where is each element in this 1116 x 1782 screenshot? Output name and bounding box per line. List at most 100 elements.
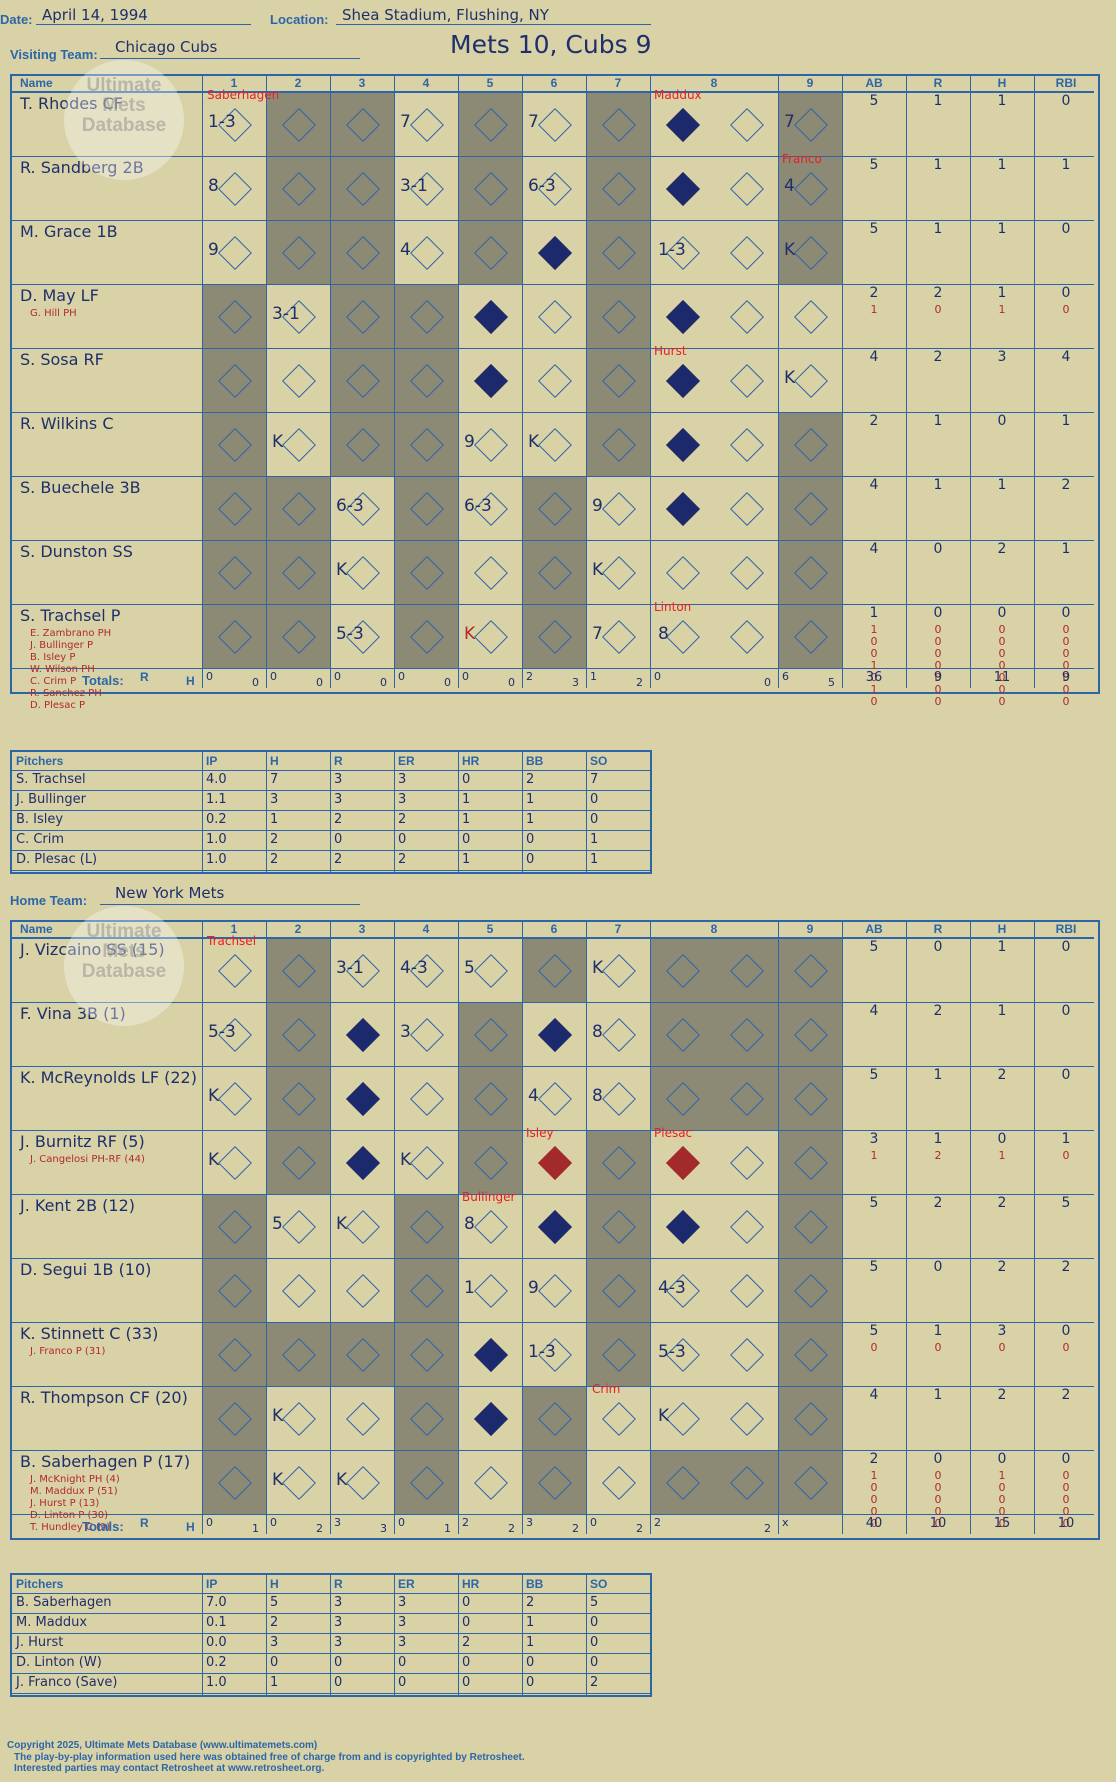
substitute-stat: 0 (870, 671, 878, 684)
inning-hits: 1 (252, 1522, 259, 1535)
home-team-label: Home Team: (10, 893, 88, 908)
substitute-stat: 0 (998, 1505, 1006, 1518)
batter-name: S. Dunston SS (20, 542, 133, 561)
play-notation: K (528, 432, 540, 452)
shaded-cell (330, 284, 394, 348)
batter-stat: 0 (1061, 605, 1071, 621)
inning-hits: 0 (444, 676, 451, 689)
inning-hits: 2 (764, 1522, 771, 1535)
stat-header-ab: AB (865, 922, 883, 936)
base-diamond (538, 236, 572, 270)
inning-runs: 0 (590, 1516, 597, 1529)
shaded-cell (458, 220, 522, 284)
batter-name: S. Trachsel P (20, 606, 121, 625)
substitute-stat: 0 (1062, 1469, 1070, 1482)
pitcher-name: C. Crim (16, 832, 65, 847)
batter-stat: 5 (869, 1195, 879, 1211)
inning-runs: 1 (590, 670, 597, 683)
shaded-cell (266, 1002, 330, 1066)
substitute-stat: 0 (1062, 1505, 1070, 1518)
base-diamond (730, 236, 764, 270)
copyright-line: Copyright 2025, Ultimate Mets Database (… (7, 1740, 318, 1751)
pitch-row-line (12, 1633, 650, 1634)
pitching-header-so: SO (590, 754, 608, 768)
batter-stat: 3 (869, 1131, 879, 1147)
substitute-stat: 0 (870, 695, 878, 708)
pitcher-stat: 0 (334, 1675, 343, 1690)
grid-col-line (778, 76, 779, 688)
pitcher-stat: 1.0 (206, 832, 227, 847)
pitch-col-line (330, 1575, 331, 1695)
batter-stat: 0 (1061, 285, 1071, 301)
pitcher-stat: 7 (590, 772, 599, 787)
grid-col-line (266, 922, 267, 1534)
inning-4-header: 4 (422, 76, 430, 90)
batter-stat: 1 (997, 939, 1007, 955)
substitute-name: G. Hill PH (30, 308, 77, 319)
pitcher-stat: 0 (526, 832, 535, 847)
batter-name: K. Stinnett C (33) (20, 1324, 159, 1343)
stat-header-h: H (997, 922, 1007, 936)
inning-6-header: 6 (550, 922, 558, 936)
shaded-cell (522, 476, 586, 540)
shaded-cell (394, 284, 458, 348)
base-diamond (730, 556, 764, 590)
pitcher-stat: 3 (398, 1635, 407, 1650)
base-diamond (346, 1018, 380, 1052)
substitute-stat: 1 (870, 683, 878, 696)
inning-7-header: 7 (614, 76, 622, 90)
pitcher-stat: 0 (270, 1655, 279, 1670)
retrosheet-contact-line: Interested parties may contact Retroshee… (14, 1763, 325, 1774)
pitcher-stat: 3 (398, 1615, 407, 1630)
base-diamond (474, 1402, 508, 1436)
shaded-cell (458, 92, 522, 156)
base-diamond (538, 300, 572, 334)
batter-stat: 5 (869, 93, 879, 109)
pitching-header-r: R (334, 1577, 343, 1591)
play-notation: 9 (592, 496, 603, 516)
pitcher-stat: 1 (526, 1635, 535, 1650)
play-notation: 9 (208, 240, 219, 260)
batter-stat: 1 (997, 477, 1007, 493)
play-notation: K (592, 560, 604, 580)
batter-stat: 0 (1061, 1067, 1071, 1083)
pitching-header-pitchers: Pitchers (16, 754, 64, 768)
pitcher-stat: 4.0 (206, 772, 227, 787)
base-diamond (410, 1018, 444, 1052)
pitcher-stat: 0 (590, 1635, 599, 1650)
shaded-cell (394, 604, 458, 668)
substitute-stat: 0 (934, 683, 942, 696)
pitching-change-note: Trachsel (207, 934, 257, 948)
grid-col-line (458, 76, 459, 688)
shaded-cell (202, 1194, 266, 1258)
pitcher-stat: 1 (462, 812, 471, 827)
batter-name: T. Rhodes CF (20, 94, 123, 113)
base-diamond (730, 300, 764, 334)
play-notation: 9 (464, 432, 475, 452)
play-notation: 8 (464, 1214, 475, 1234)
pitcher-stat: 0 (398, 832, 407, 847)
inning-hits: 2 (508, 1522, 515, 1535)
substitute-stat: 0 (998, 659, 1006, 672)
name-column-header: Name (20, 76, 53, 90)
pitching-change-note: Maddux (654, 88, 702, 102)
totals-h-label: H (186, 1520, 195, 1534)
shaded-cell (586, 284, 650, 348)
play-notation: 3 (400, 1022, 411, 1042)
totals-r-label: R (140, 1516, 149, 1530)
pitcher-stat: 5 (270, 1595, 279, 1610)
substitute-stat: 0 (998, 683, 1006, 696)
play-notation: 7 (784, 112, 795, 132)
batter-name: S. Buechele 3B (20, 478, 141, 497)
batter-name: S. Sosa RF (20, 350, 104, 369)
pitch-row-line (12, 1593, 650, 1594)
total-stat: 9 (933, 670, 943, 685)
grid-row-line (12, 1194, 1094, 1195)
shaded-cell (778, 1002, 842, 1066)
shaded-cell (266, 1066, 330, 1130)
batter-stat: 2 (997, 1387, 1007, 1403)
pitch-col-line (522, 1575, 523, 1695)
pitching-header-bb: BB (526, 754, 544, 768)
batter-stat: 2 (997, 1067, 1007, 1083)
inning-runs: 3 (526, 1516, 533, 1529)
